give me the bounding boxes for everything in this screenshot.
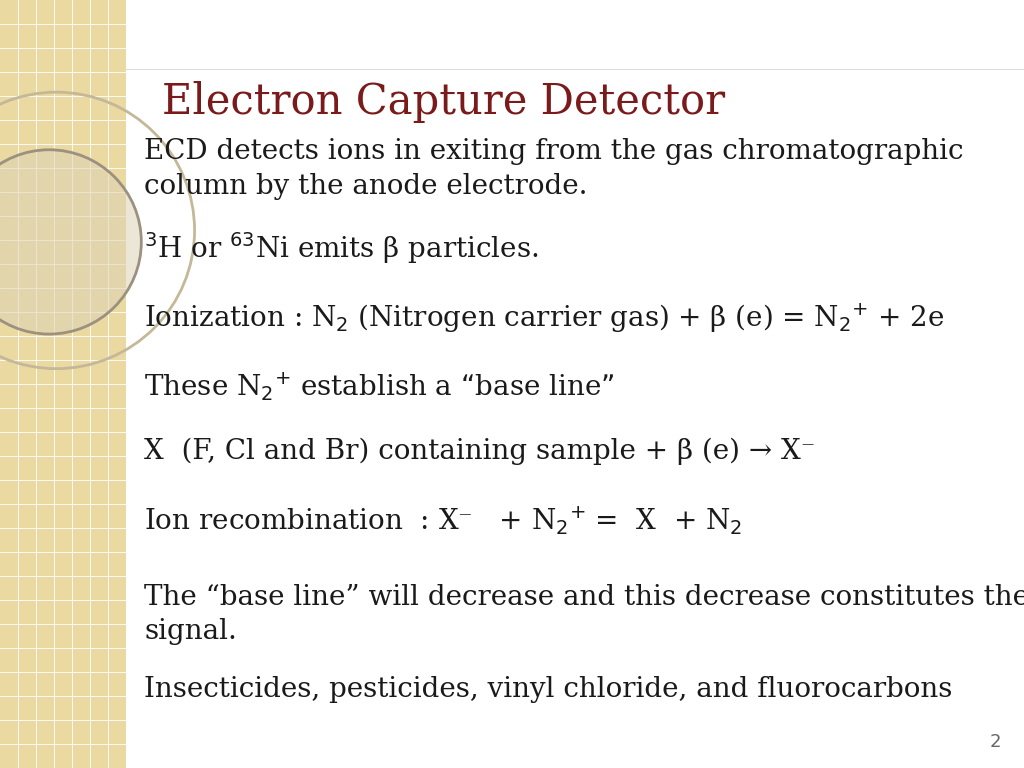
Text: ECD detects ions in exiting from the gas chromatographic
column by the anode ele: ECD detects ions in exiting from the gas… [144,138,964,200]
Text: Ionization : N$_{2}$ (Nitrogen carrier gas) + β (e) = N$_{2}$$^{+}$ + 2e: Ionization : N$_{2}$ (Nitrogen carrier g… [144,301,945,335]
Text: Insecticides, pesticides, vinyl chloride, and fluorocarbons: Insecticides, pesticides, vinyl chloride… [144,676,952,703]
Text: $^{3}$H or $^{63}$Ni emits β particles.: $^{3}$H or $^{63}$Ni emits β particles. [144,230,539,266]
Text: The “base line” will decrease and this decrease constitutes the
signal.: The “base line” will decrease and this d… [144,584,1024,645]
Text: These N$_{2}$$^{+}$ establish a “base line”: These N$_{2}$$^{+}$ establish a “base li… [144,370,614,402]
Ellipse shape [0,150,141,334]
Text: Electron Capture Detector: Electron Capture Detector [162,81,725,123]
Text: 2: 2 [990,733,1001,751]
Text: Ion recombination  : X⁻   + N$_{2}$$^{+}$ =  X  + N$_{2}$: Ion recombination : X⁻ + N$_{2}$$^{+}$ =… [144,505,742,537]
Text: X  (F, Cl and Br) containing sample + β (e) → X⁻: X (F, Cl and Br) containing sample + β (… [144,438,816,465]
Bar [0,0,126,768]
